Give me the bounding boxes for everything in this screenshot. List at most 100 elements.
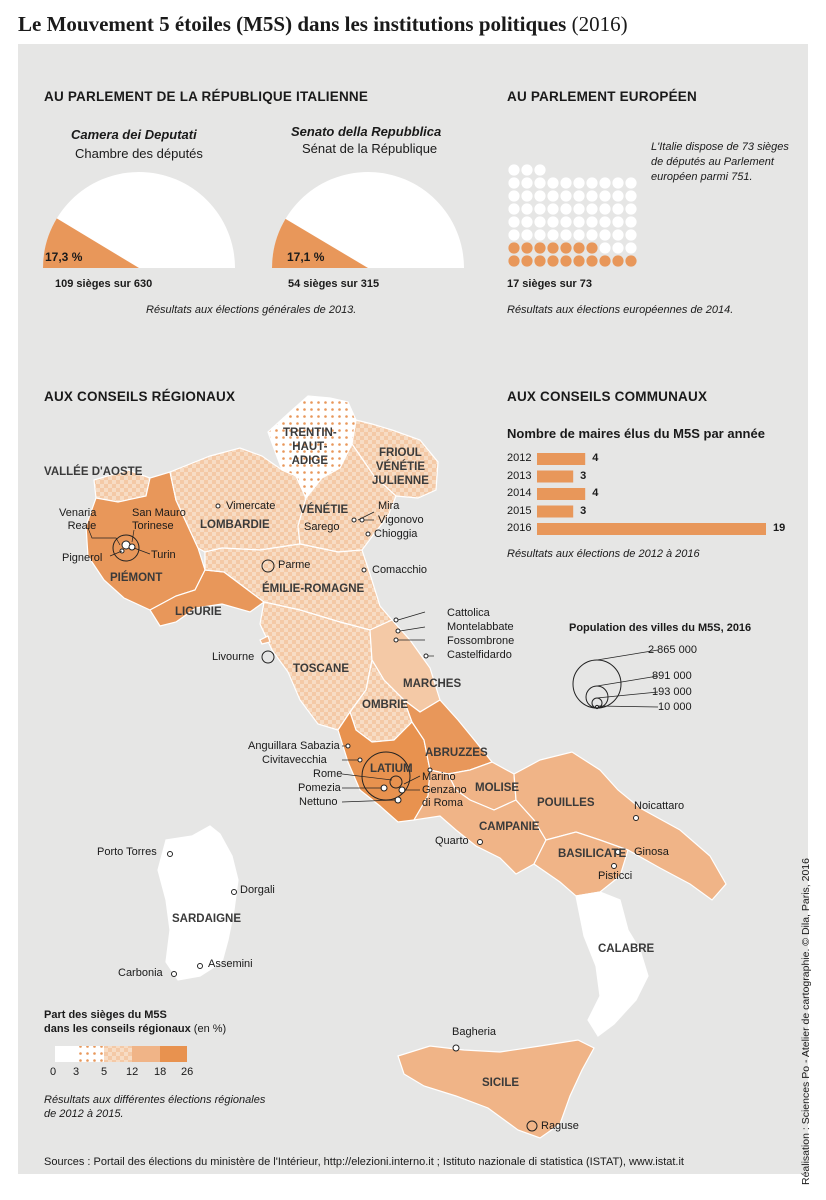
city-assemini: Assemini [208, 958, 253, 970]
eu-seat-dot [508, 216, 520, 228]
city-comacchio: Comacchio [372, 564, 428, 576]
pop-label-2: 891 000 [652, 670, 692, 682]
eu-seat-dot [599, 190, 611, 202]
city-markers [112, 503, 639, 1132]
regional-heading: AUX CONSEILS RÉGIONAUX [44, 389, 236, 404]
communal-heading: AUX CONSEILS COMMUNAUX [507, 389, 708, 404]
eu-seat-dot [547, 255, 559, 267]
region-label-sicile: SICILE [482, 1077, 520, 1089]
eu-seat-dot [521, 255, 533, 267]
eu-seat-dot [534, 190, 546, 202]
region-label-abruzzes: ABRUZZES [425, 747, 488, 759]
region-label-frioul: FRIOUL VÉNÉTIE JULIENNE [372, 447, 429, 487]
city-dorgali: Dorgali [240, 884, 275, 896]
eu-seat-dot [599, 242, 611, 254]
city-castelfidardo: Castelfidardo [447, 649, 512, 661]
eu-seat-dot [560, 177, 572, 189]
pop-circle-3 [591, 697, 603, 709]
eu-seat-dot [534, 242, 546, 254]
city-raguse: Raguse [541, 1120, 579, 1132]
eu-seat-dot [508, 242, 520, 254]
legend-tick-5: 26 [181, 1066, 194, 1078]
legend-tick-4: 18 [154, 1066, 167, 1078]
eu-seat-dot [534, 177, 546, 189]
eu-seat-dot [586, 216, 598, 228]
eu-seat-dot [521, 164, 533, 176]
eu-seat-dot [521, 242, 533, 254]
eu-seat-dot [599, 177, 611, 189]
eu-seat-dot [586, 203, 598, 215]
region-label-emilie: ÉMILIE-ROMAGNE [262, 583, 365, 595]
eu-seat-dot [573, 177, 585, 189]
sources-line: Sources : Portail des élections du minis… [44, 1156, 684, 1168]
eu-seat-dot [573, 229, 585, 241]
pop-label-4: 10 000 [658, 701, 692, 713]
mayor-value-label: 4 [592, 452, 599, 464]
eu-seat-dot [521, 229, 533, 241]
city-ginosa: Ginosa [634, 846, 669, 858]
region-label-piemont: PIÉMONT [110, 572, 163, 584]
city-vimercate: Vimercate [226, 500, 276, 512]
city-parme: Parme [278, 559, 311, 571]
eu-seat-dot [534, 203, 546, 215]
senato-slice [272, 218, 368, 268]
legend-swatch-2 [104, 1046, 132, 1062]
eu-seat-dot [521, 177, 533, 189]
region-label-marches: MARCHES [403, 678, 462, 690]
region-label-vallee: VALLÉE D'AOSTE [44, 466, 143, 478]
eu-seat-dot [508, 203, 520, 215]
legend-swatch-4 [160, 1046, 187, 1062]
eu-seat-dot [612, 229, 624, 241]
city-turin: Turin [151, 549, 176, 561]
eu-parliament-heading: AU PARLEMENT EUROPÉEN [507, 89, 697, 104]
eu-seat-dot [534, 255, 546, 267]
eu-seat-dot [534, 164, 546, 176]
city-anguillara: Anguillara Sabazia [248, 740, 340, 752]
city-porto-torres: Porto Torres [97, 846, 157, 858]
legend-swatch-1 [77, 1046, 104, 1062]
eu-seat-dot [625, 203, 637, 215]
region-label-molise: MOLISE [475, 782, 520, 794]
eu-seat-dot [508, 255, 520, 267]
city-sanmauro: San Mauro Torinese [132, 507, 186, 532]
eu-seat-dot [612, 190, 624, 202]
eu-seat-dot [599, 229, 611, 241]
eu-seat-dot [547, 229, 559, 241]
eu-seat-dot [625, 242, 637, 254]
eu-seat-dot [560, 229, 572, 241]
region-label-lombardie: LOMBARDIE [200, 519, 270, 531]
mayor-bar-chart [537, 453, 766, 535]
senato-seats-label: 54 sièges sur 315 [288, 278, 380, 290]
city-sarego: Sarego [304, 521, 340, 533]
eu-seat-dot [547, 203, 559, 215]
eu-seat-dot [508, 177, 520, 189]
city-noicattaro: Noicattaro [634, 800, 685, 812]
camera-percent-label: 17,3 % [45, 250, 83, 264]
city-pomezia: Pomezia [298, 782, 341, 794]
city-carbonia: Carbonia [118, 967, 163, 979]
pop-circle-4 [594, 704, 600, 710]
eu-seat-dot [586, 190, 598, 202]
eu-seat-dot [573, 242, 585, 254]
region-label-basilicate: BASILICATE [558, 848, 627, 860]
italy-map [85, 395, 727, 1139]
eu-source: Résultats aux élections européennes de 2… [507, 304, 734, 316]
city-bagheria: Bagheria [452, 1026, 497, 1038]
camera-name-fr: Chambre des députés [75, 146, 203, 161]
mayor-value-label: 4 [592, 487, 599, 499]
mayor-bar [537, 470, 574, 483]
eu-seat-dot [508, 164, 520, 176]
city-chioggia: Chioggia [374, 528, 418, 540]
region-label-latium: LATIUM [370, 763, 413, 775]
mayor-chart-title: Nombre de maires élus du M5S par année [507, 426, 765, 441]
eu-seat-dot [599, 203, 611, 215]
italian-parliament-heading: AU PARLEMENT DE LA RÉPUBLIQUE ITALIENNE [44, 89, 369, 104]
eu-seat-dot [573, 216, 585, 228]
pop-circle-1 [572, 659, 622, 709]
credit-line: Réalisation : Sciences Po - Atelier de c… [800, 858, 812, 1185]
city-genzano: Genzano di Roma [422, 784, 467, 809]
eu-seat-dot [599, 255, 611, 267]
eu-seat-dot [625, 177, 637, 189]
region-sardaigne [157, 825, 239, 981]
